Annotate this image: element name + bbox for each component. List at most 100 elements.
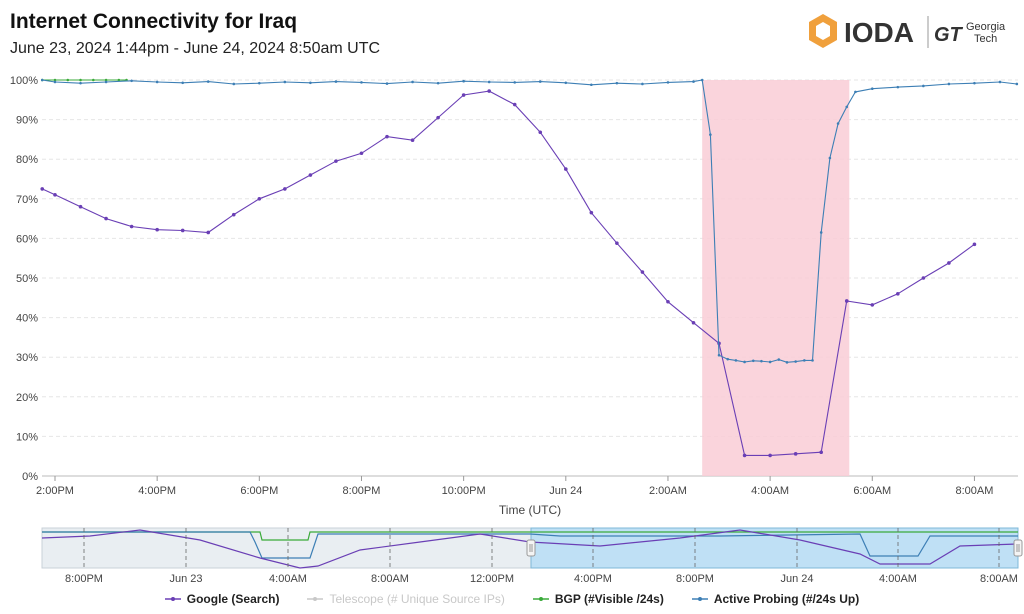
series-2-point — [104, 78, 108, 82]
y-tick-label: 0% — [22, 471, 38, 483]
navigator-probing-line — [42, 531, 1018, 559]
y-tick-label: 80% — [16, 154, 38, 166]
series-3-point — [1015, 82, 1019, 86]
series-3-point — [564, 81, 568, 85]
series-3-point — [734, 359, 738, 362]
navigator-tick-label: 12:00PM — [470, 573, 514, 585]
series-3-point — [666, 81, 670, 84]
grid-lines — [42, 79, 1018, 477]
series-3-point — [896, 85, 900, 89]
navigator-tick-label: 8:00PM — [65, 573, 103, 585]
navigator-tick-label: 4:00AM — [269, 573, 307, 585]
legend-google-search[interactable]: Google (Search) — [164, 589, 280, 609]
series-0-point — [40, 187, 45, 191]
series-2-point — [79, 78, 82, 82]
legend-telescope[interactable]: Telescope (# Unique Source IPs) — [307, 589, 505, 609]
series-3-point — [726, 357, 730, 361]
series-3-point — [130, 79, 133, 83]
series-3-point — [768, 360, 772, 364]
legend-label: Google (Search) — [186, 592, 280, 606]
series-3-point — [155, 80, 159, 84]
series-3-point — [385, 82, 389, 85]
series-0-point — [742, 453, 747, 458]
series-2-point — [92, 78, 95, 82]
series-3-point — [922, 84, 925, 88]
series-3-point — [53, 80, 57, 84]
series-3-point — [692, 80, 695, 83]
series-0-point — [155, 227, 159, 232]
series-0-point — [410, 138, 415, 142]
series-3-point — [309, 81, 312, 85]
navigator-ticks: 8:00PM Jun 23 4:00AM 8:00AM 12:00PM 4:00PM 8:0… — [65, 528, 1018, 585]
series-0-point — [538, 130, 543, 135]
y-tick-label: 20% — [16, 392, 38, 404]
series-3-point — [641, 82, 644, 86]
y-tick-label: 100% — [10, 75, 38, 87]
series-0-point — [768, 453, 772, 458]
x-axis-label: Time (UTC) — [499, 503, 561, 517]
series-3-point — [836, 122, 840, 125]
main-chart[interactable]: 0% 10% 20% 30% 40% 50% 60% 70% 80% 90% 100% 2:00PM… — [0, 60, 1024, 580]
series-3-point — [206, 80, 210, 83]
page-title: Internet Connectivity for Iraq — [10, 10, 298, 33]
time-range-subtitle: June 23, 2024 1:44pm - June 24, 2024 8:5… — [10, 40, 381, 57]
series-0-point — [666, 299, 670, 304]
series-3-point — [803, 359, 806, 362]
series-0-point — [257, 197, 262, 201]
series-3-point — [973, 81, 976, 85]
y-tick-label: 40% — [16, 313, 38, 325]
x-tick-label: 2:00AM — [649, 485, 687, 497]
navigator-series — [41, 529, 1019, 569]
series-3-point — [283, 80, 287, 84]
series-3-point — [717, 353, 721, 357]
ioda-georgia-tech-logo: IODA GT Georgia Tech — [809, 14, 1006, 48]
series-3-point — [777, 358, 781, 361]
x-tick-label: 4:00AM — [751, 485, 789, 497]
series-0-point — [512, 102, 517, 107]
series-0-point — [487, 89, 491, 93]
series-3-point — [513, 81, 517, 84]
gt-mark: GT — [934, 24, 964, 46]
series-0-point — [640, 270, 645, 274]
outage-highlight — [702, 80, 850, 476]
series-0-point — [385, 134, 389, 139]
series-2-point — [53, 78, 57, 82]
series-0-point — [921, 276, 926, 280]
navigator-selected-range[interactable] — [530, 527, 1019, 569]
series-0-point — [896, 292, 900, 296]
x-tick-label: 6:00AM — [853, 485, 891, 497]
series-3-point — [845, 105, 849, 109]
series-0-point — [870, 303, 875, 307]
series-0-point — [947, 261, 951, 265]
series-0-point — [461, 93, 466, 97]
series-3-point — [700, 78, 704, 82]
navigator-right-handle[interactable] — [1013, 539, 1023, 557]
series-line-0 — [41, 90, 975, 456]
series-0-point — [615, 241, 619, 245]
series-3-point — [232, 82, 236, 86]
series-0-point — [180, 228, 185, 233]
ioda-wordmark: IODA — [844, 17, 914, 48]
series-3-point — [181, 81, 184, 85]
navigator-tick-label: Jun 23 — [169, 573, 202, 585]
series-3-point — [760, 359, 763, 363]
series-line-3 — [42, 79, 1017, 363]
series-3-point — [258, 81, 261, 85]
series-0-point — [972, 242, 977, 247]
series-0-point — [231, 212, 236, 217]
y-tick-label: 30% — [16, 352, 38, 364]
series-3-point — [40, 78, 44, 82]
range-navigator[interactable]: 8:00PM Jun 23 4:00AM 8:00AM 12:00PM 4:00PM 8:0… — [0, 524, 1024, 586]
legend-active-probing[interactable]: Active Probing (#/24s Up) — [691, 589, 859, 609]
y-tick-label: 10% — [16, 431, 38, 443]
series-0-point — [819, 450, 823, 455]
legend-bgp[interactable]: BGP (#Visible /24s) — [532, 589, 664, 609]
series-0-point — [793, 452, 798, 456]
series-3-point — [334, 80, 338, 83]
legend-probing-swatch-icon — [691, 597, 708, 601]
series-0-point — [589, 210, 594, 215]
navigator-left-handle[interactable] — [526, 539, 536, 557]
navigator-tick-label: 8:00PM — [676, 573, 714, 585]
series-3-point — [360, 81, 363, 84]
series-3-point — [785, 361, 789, 364]
